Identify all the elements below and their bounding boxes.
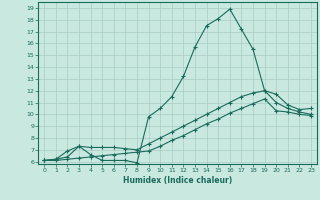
X-axis label: Humidex (Indice chaleur): Humidex (Indice chaleur)	[123, 176, 232, 185]
